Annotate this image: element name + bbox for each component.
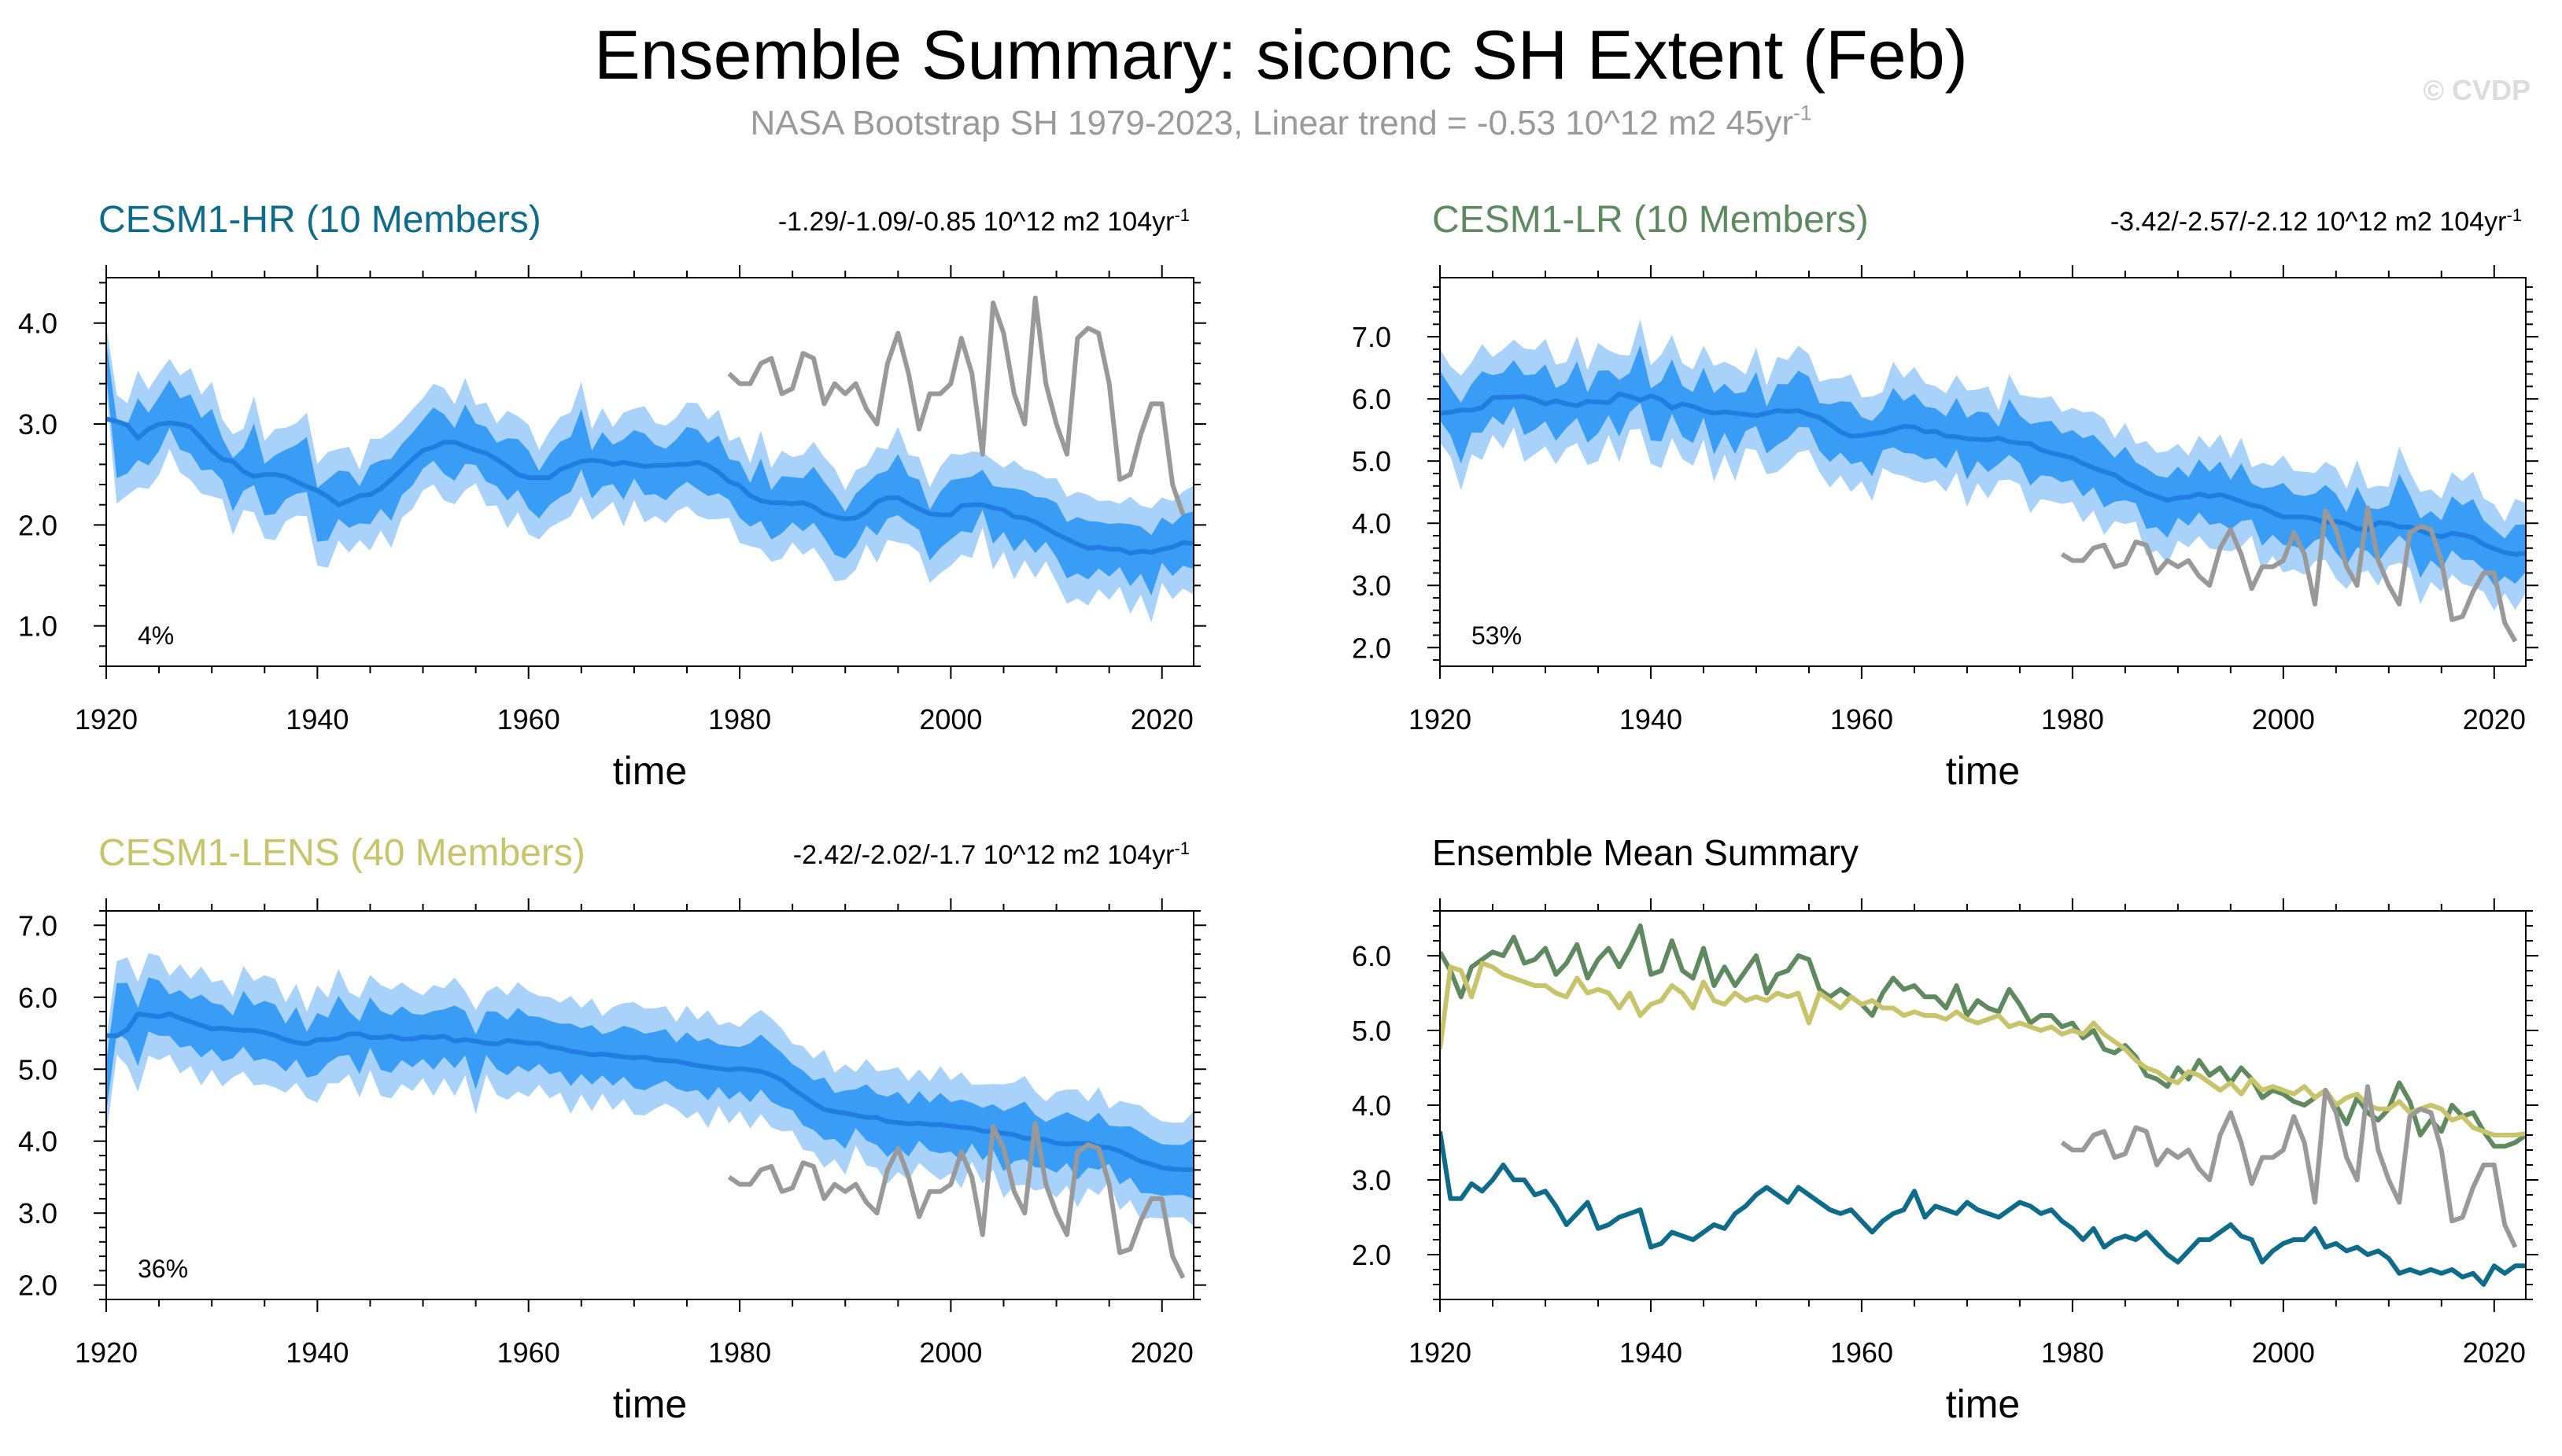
y-tick-label: 3.0 [1352,1164,1391,1196]
x-tick-label: 1980 [708,703,771,735]
x-tick-label: 1940 [286,703,349,735]
percent-label: 4% [138,621,174,650]
y-tick-label: 4.0 [1352,1089,1391,1122]
ensemble-iqr-band [1440,345,2526,586]
plot-area-summary [1440,923,2526,1287]
x-tick-label: 1960 [497,1336,560,1369]
series-line-lens [1440,960,2526,1137]
ensemble-mean-line [106,416,1194,556]
panel-lens: 1920 1940 1960 1980 2000 2020 2.0 3.0 4.0 5.0 6.0 7… [18,832,1206,1426]
x-tick-label: 2020 [1131,1336,1194,1369]
x-tick-label: 1940 [1619,1336,1682,1369]
ensemble-range-band [106,953,1194,1226]
panel-lr: 1920 1940 1960 1980 2000 2020 2.0 3.0 4.0 5.0 6.0 7… [1352,199,2538,793]
y-tick-label: 6.0 [1352,940,1391,972]
y-tick-label: 4.0 [18,308,57,340]
series-line-hr [1440,1130,2526,1287]
panel-title: CESM1-LENS (40 Members) [98,832,585,874]
plot-area-lr [1440,319,2526,643]
percent-label: 36% [138,1255,188,1283]
subtitle: NASA Bootstrap SH 1979-2023, Linear tren… [0,101,2562,143]
x-axis-label: time [613,749,687,793]
series-line-obs [727,295,1186,516]
x-tick-label: 2000 [2252,1336,2315,1369]
trend-value: -1.29/-1.09/-0.85 10^12 m2 104yr [778,207,1175,237]
y-tick-label: 7.0 [18,909,57,942]
x-tick-label: 1980 [708,1336,771,1369]
x-tick-label: 1960 [1830,1336,1893,1369]
y-tick-label: 7.0 [1352,321,1391,353]
panel-title: CESM1-LR (10 Members) [1432,199,1869,241]
y-tick-label: 2.0 [18,509,57,541]
y-tick-label: 2.0 [1352,632,1391,664]
panel-summary: 1920 1940 1960 1980 2000 2020 2.0 3.0 4.0 5.0 6.0 t… [1352,832,2538,1426]
trend-text: -3.42/-2.57/-2.12 10^12 m2 104yr-1 [2110,205,2522,238]
x-tick-label: 1920 [1408,703,1471,735]
x-tick-label: 1940 [286,1336,349,1369]
x-tick-label: 1980 [2041,1336,2104,1369]
percent-label: 53% [1471,621,1522,650]
ensemble-iqr-band [106,977,1194,1200]
subtitle-superscript: -1 [1793,101,1812,125]
x-axis-label: time [1946,1382,2020,1426]
x-tick-label: 1960 [1830,703,1893,735]
series-line-obs [2060,1084,2518,1248]
trend-value: -2.42/-2.02/-1.7 10^12 m2 104yr [793,840,1175,870]
y-tick-label: 3.0 [18,408,57,440]
plot-frame [105,277,1194,667]
trend-value: -3.42/-2.57/-2.12 10^12 m2 104yr [2110,207,2507,237]
y-tick-label: 3.0 [1352,569,1391,602]
plot-area-lens [106,953,1194,1279]
trend-text: -2.42/-2.02/-1.7 10^12 m2 104yr-1 [793,839,1190,871]
x-tick-label: 1920 [75,703,138,735]
trend-text: -1.29/-1.09/-0.85 10^12 m2 104yr-1 [778,205,1190,238]
ensemble-mean-line [106,1011,1194,1172]
y-tick-label: 5.0 [18,1053,57,1086]
y-tick-label: 6.0 [1352,383,1391,415]
x-tick-label: 1940 [1619,703,1682,735]
y-tick-label: 2.0 [1352,1239,1391,1271]
y-tick-label: 1.0 [18,610,57,643]
x-tick-label: 1920 [75,1336,138,1369]
plot-area-hr [106,295,1194,623]
x-tick-label: 1920 [1408,1336,1471,1369]
panel-title: Ensemble Mean Summary [1432,832,1859,873]
x-tick-label: 2000 [2252,703,2315,735]
subtitle-text: NASA Bootstrap SH 1979-2023, Linear tren… [750,104,1794,142]
y-tick-label: 5.0 [1352,1015,1391,1047]
y-tick-label: 4.0 [1352,507,1391,540]
y-tick-label: 5.0 [1352,445,1391,477]
panel-hr: 1920 1940 1960 1980 2000 2020 1.0 2.0 3.0 4.0 time… [18,199,1206,793]
y-tick-label: 2.0 [18,1270,57,1302]
trend-superscript: -1 [1174,839,1190,858]
plot-frame [1439,277,2527,667]
x-tick-label: 1980 [2041,703,2104,735]
trend-superscript: -1 [1174,205,1190,225]
series-line-lr [1440,923,2526,1149]
x-tick-label: 2020 [2463,703,2526,735]
x-axis-label: time [613,1382,687,1426]
series-line-obs [727,1120,1186,1279]
plot-frame [105,910,1194,1300]
y-tick-label: 6.0 [18,982,57,1014]
ensemble-mean-line [1440,391,2526,557]
x-tick-label: 2000 [919,1336,982,1369]
x-tick-label: 2000 [919,703,982,735]
x-axis-label: time [1946,749,2020,793]
main-title: Ensemble Summary: siconc SH Extent (Feb) [594,16,1968,94]
x-tick-label: 2020 [2463,1336,2526,1369]
y-tick-label: 4.0 [18,1126,57,1158]
panel-title: CESM1-HR (10 Members) [98,199,541,241]
y-tick-label: 3.0 [18,1197,57,1229]
x-tick-label: 2020 [1131,703,1194,735]
watermark: © CVDP [2423,74,2531,106]
series-line-obs [2060,505,2518,643]
x-tick-label: 1960 [497,703,560,735]
trend-superscript: -1 [2506,205,2522,225]
